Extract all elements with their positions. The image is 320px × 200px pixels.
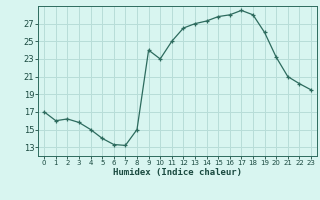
X-axis label: Humidex (Indice chaleur): Humidex (Indice chaleur) <box>113 168 242 177</box>
